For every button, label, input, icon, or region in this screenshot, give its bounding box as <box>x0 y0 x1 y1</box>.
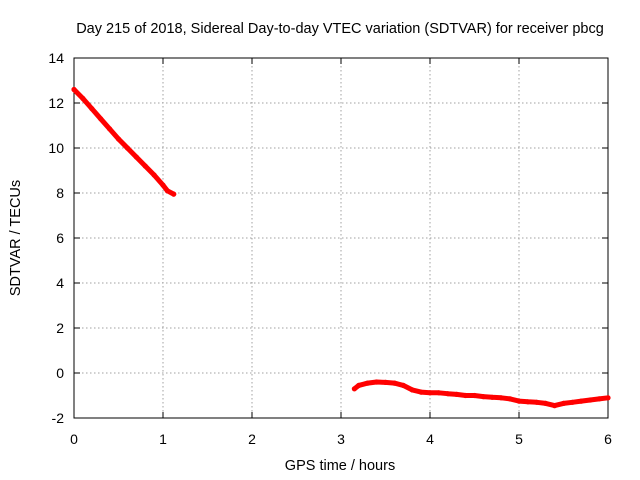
data-point <box>356 382 362 388</box>
data-series <box>71 86 611 409</box>
data-point <box>374 379 380 385</box>
y-tick-label: 14 <box>48 50 64 66</box>
data-point <box>507 396 513 402</box>
data-point <box>98 116 104 122</box>
data-point <box>480 394 486 400</box>
data-point <box>171 191 177 197</box>
data-point <box>454 391 460 397</box>
data-point <box>489 394 495 400</box>
data-point <box>89 106 95 112</box>
data-point <box>418 389 424 395</box>
chart-title: Day 215 of 2018, Sidereal Day-to-day VTE… <box>76 21 604 37</box>
y-axis-label: SDTVAR / TECUs <box>8 180 24 296</box>
data-point <box>471 392 478 399</box>
data-point <box>400 382 406 388</box>
data-point <box>133 154 139 160</box>
x-tick-label: 3 <box>337 431 345 447</box>
y-tick-label: 2 <box>56 320 64 336</box>
y-tick-label: 6 <box>56 230 64 246</box>
y-tick-label: 12 <box>48 95 64 111</box>
x-axis-label: GPS time / hours <box>285 458 395 474</box>
data-point <box>516 398 522 404</box>
grid-lines <box>74 58 608 418</box>
data-point <box>427 390 433 396</box>
data-point <box>463 392 469 399</box>
data-point <box>605 395 611 401</box>
y-tick-label: 10 <box>48 140 64 156</box>
data-point <box>552 403 558 409</box>
data-point <box>587 397 593 403</box>
data-point <box>151 172 157 178</box>
data-point <box>498 395 504 401</box>
data-point <box>107 126 113 132</box>
x-tick-label: 0 <box>70 431 78 447</box>
data-point <box>351 386 357 392</box>
data-point <box>525 399 531 405</box>
y-tick-label: 8 <box>56 185 64 201</box>
data-point <box>409 387 415 393</box>
y-tick-label: 4 <box>56 275 64 291</box>
x-tick-label: 1 <box>159 431 167 447</box>
data-point <box>124 145 130 151</box>
data-point <box>71 86 77 93</box>
data-point <box>569 399 576 405</box>
series-line <box>71 87 177 197</box>
data-point <box>80 95 86 102</box>
data-point <box>142 163 148 169</box>
data-point <box>115 136 122 142</box>
data-point <box>382 379 389 385</box>
data-point <box>445 391 451 397</box>
data-point <box>543 400 549 406</box>
data-point <box>160 182 166 188</box>
data-point <box>164 188 170 194</box>
data-point <box>596 396 602 402</box>
data-point <box>560 400 567 406</box>
data-point <box>365 380 371 386</box>
x-tick-label: 6 <box>604 431 612 447</box>
data-point <box>534 399 540 405</box>
data-point <box>578 398 584 404</box>
data-point <box>391 380 397 386</box>
y-tick-label: 0 <box>56 365 64 381</box>
x-tick-label: 5 <box>515 431 523 447</box>
data-point <box>436 390 442 396</box>
y-tick-label: -2 <box>52 410 65 426</box>
x-tick-label: 2 <box>248 431 256 447</box>
x-tick-label: 4 <box>426 431 434 447</box>
